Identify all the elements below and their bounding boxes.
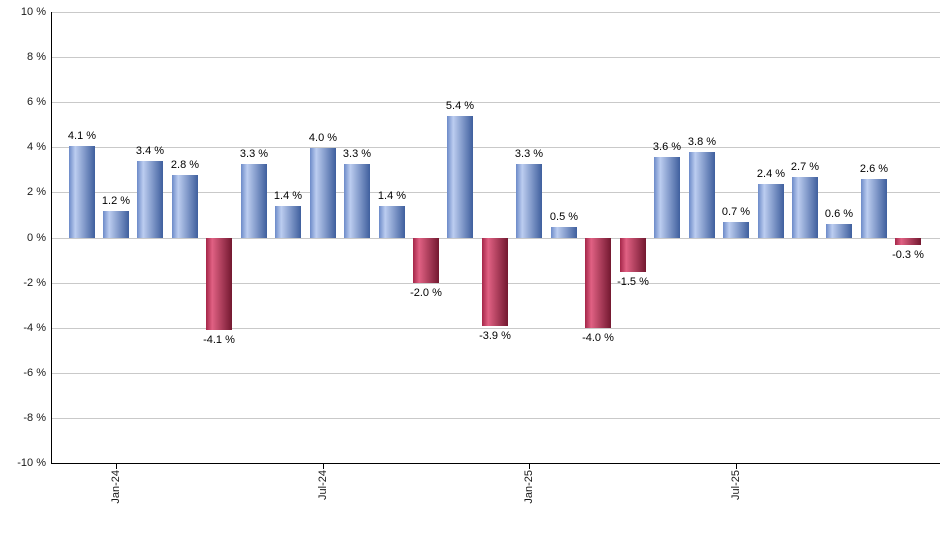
positive-bar	[379, 206, 405, 238]
negative-bar	[206, 238, 232, 330]
negative-bar	[482, 238, 508, 326]
positive-bar	[861, 179, 887, 238]
positive-bar	[689, 152, 715, 238]
bar-value-label: 0.5 %	[549, 211, 579, 223]
bar-value-label: 3.3 %	[239, 148, 269, 160]
positive-bar	[447, 116, 473, 238]
bar-value-label: -1.5 %	[617, 276, 649, 288]
positive-bar	[826, 224, 852, 238]
y-grid-line	[52, 373, 940, 374]
y-axis-tick-label: 2 %	[27, 186, 46, 198]
bar-value-label: -0.3 %	[892, 249, 924, 261]
positive-bar	[241, 164, 267, 238]
y-axis-tick-label: 8 %	[27, 51, 46, 63]
bar-value-label: 1.4 %	[273, 190, 303, 202]
negative-bar	[895, 238, 921, 245]
bar-value-label: 3.3 %	[514, 148, 544, 160]
y-grid-line	[52, 102, 940, 103]
y-axis-tick-label: -2 %	[23, 277, 46, 289]
y-grid-line	[52, 192, 940, 193]
negative-bar	[620, 238, 646, 272]
bar-value-label: 3.6 %	[652, 141, 682, 153]
positive-bar	[137, 161, 163, 238]
bar-value-label: 2.8 %	[170, 159, 200, 171]
positive-bar	[310, 148, 336, 238]
x-axis-tick-label: Jan-24	[110, 470, 122, 504]
bar-value-label: 2.7 %	[790, 161, 820, 173]
bar-value-label: -4.1 %	[203, 334, 235, 346]
bar-value-label: 3.8 %	[687, 136, 717, 148]
positive-bar	[551, 227, 577, 238]
negative-bar	[413, 238, 439, 283]
positive-bar	[654, 157, 680, 238]
bar-value-label: 5.4 %	[445, 100, 475, 112]
x-axis-tick-label: Jul-25	[730, 470, 742, 500]
bar-value-label: 4.1 %	[67, 130, 97, 142]
bar-value-label: 3.3 %	[342, 148, 372, 160]
positive-bar	[103, 211, 129, 238]
positive-bar	[69, 146, 95, 238]
x-axis-tick	[529, 464, 530, 469]
bar-value-label: -3.9 %	[479, 330, 511, 342]
x-axis-line	[51, 463, 940, 464]
bar-value-label: 0.7 %	[721, 206, 751, 218]
y-grid-line	[52, 12, 940, 13]
bar-value-label: 0.6 %	[824, 208, 854, 220]
y-axis-tick-label: -8 %	[23, 412, 46, 424]
positive-bar	[792, 177, 818, 238]
positive-bar	[758, 184, 784, 238]
y-grid-line	[52, 57, 940, 58]
x-axis-tick	[736, 464, 737, 469]
x-axis-tick	[116, 464, 117, 469]
y-grid-line	[52, 147, 940, 148]
y-axis-tick-label: 6 %	[27, 96, 46, 108]
positive-bar	[344, 164, 370, 238]
y-axis-tick-label: -6 %	[23, 367, 46, 379]
y-axis-tick-label: 0 %	[27, 232, 46, 244]
bar-value-label: 1.4 %	[377, 190, 407, 202]
x-axis-tick-label: Jan-25	[523, 470, 535, 504]
y-axis-tick-label: -4 %	[23, 322, 46, 334]
y-axis-line	[51, 12, 52, 464]
positive-bar	[275, 206, 301, 238]
x-axis-tick-label: Jul-24	[317, 470, 329, 500]
bar-value-label: 2.6 %	[859, 163, 889, 175]
bar-value-label: 1.2 %	[101, 195, 131, 207]
y-axis-tick-label: 10 %	[20, 6, 46, 18]
bar-value-label: 4.0 %	[308, 132, 338, 144]
positive-bar	[516, 164, 542, 238]
y-grid-line	[52, 328, 940, 329]
bar-value-label: 3.4 %	[135, 145, 165, 157]
bar-value-label: -2.0 %	[410, 287, 442, 299]
positive-bar	[723, 222, 749, 238]
bar-value-label: -4.0 %	[582, 332, 614, 344]
x-axis-tick	[323, 464, 324, 469]
bar-value-label: 2.4 %	[756, 168, 786, 180]
positive-bar	[172, 175, 198, 238]
y-axis-tick-label: 4 %	[27, 141, 46, 153]
negative-bar	[585, 238, 611, 328]
y-grid-line	[52, 418, 940, 419]
y-axis-tick-label: -10 %	[17, 457, 46, 469]
